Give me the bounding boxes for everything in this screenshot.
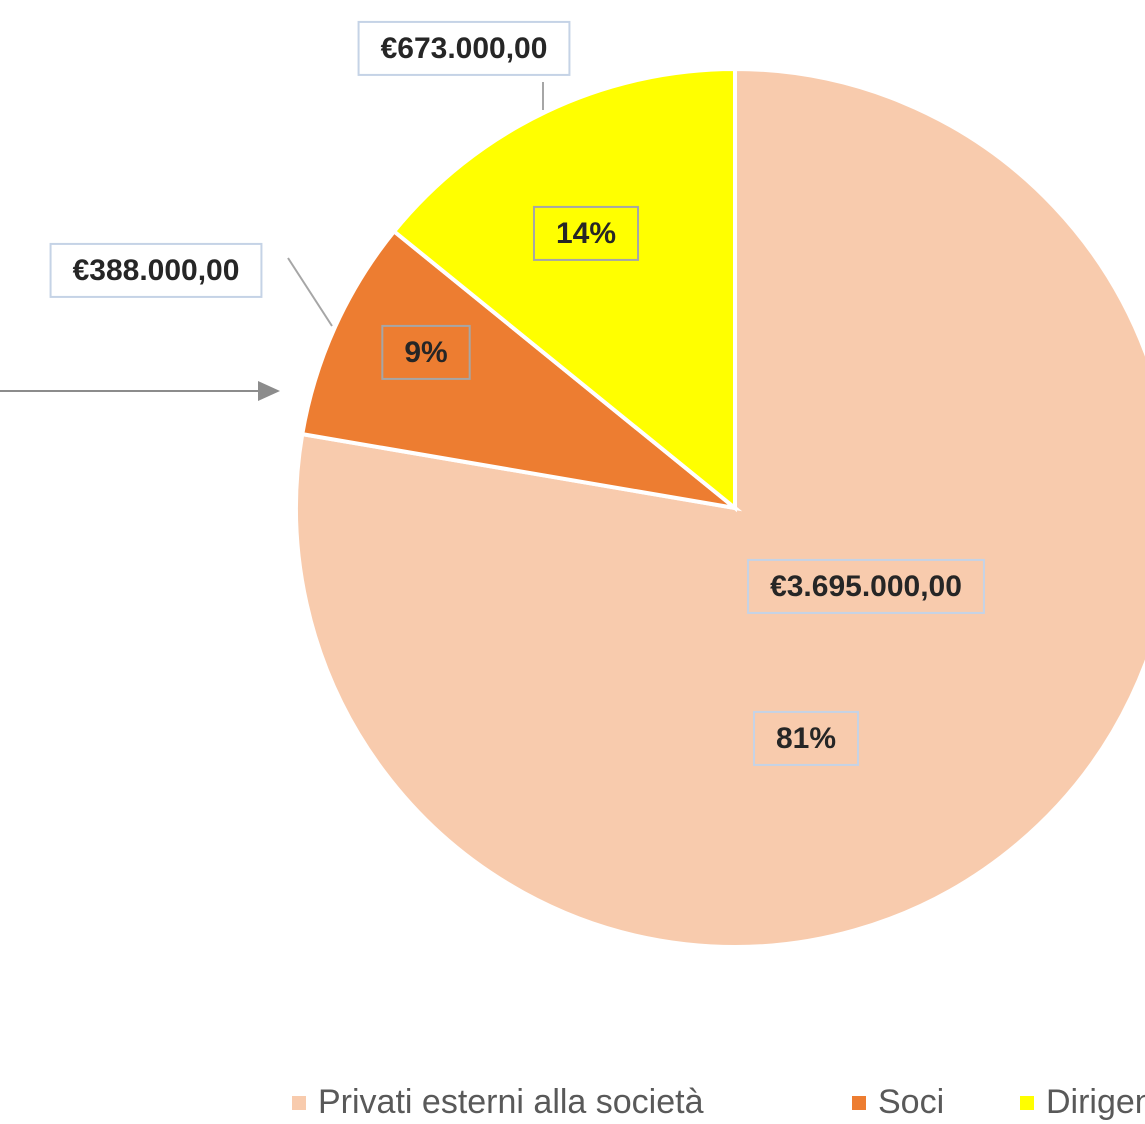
legend-swatch (852, 1096, 866, 1110)
legend-label: Dirigenti (1046, 1083, 1145, 1121)
label-box (357, 20, 571, 76)
percent-label: 9% (404, 336, 447, 369)
legend-label: Soci (878, 1083, 944, 1121)
percent-label: 81% (776, 722, 836, 755)
value-label: €673.000,00 (381, 32, 548, 65)
legend-swatch (292, 1096, 306, 1110)
label-box (532, 205, 640, 261)
label-box (49, 242, 263, 298)
pie-slice (299, 228, 743, 512)
percent-label: 14% (556, 217, 616, 250)
label-box (752, 710, 860, 766)
value-label: €3.695.000,00 (770, 570, 962, 603)
value-label: €388.000,00 (73, 254, 240, 287)
legend-swatch (1020, 1096, 1034, 1110)
slices (294, 66, 1145, 949)
arrow-head (258, 381, 280, 401)
label-box (747, 558, 985, 614)
label-box (381, 324, 471, 380)
legend-label: Privati esterni alla società (318, 1083, 704, 1121)
pie-slice (294, 66, 1145, 949)
leader-line (287, 257, 333, 327)
pie-slice (391, 66, 737, 513)
